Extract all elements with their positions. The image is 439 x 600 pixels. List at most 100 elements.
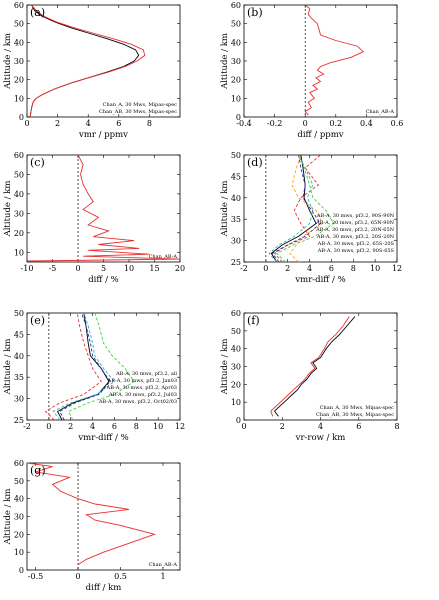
legend-entry: AB-A, 30 mws, pf3.2, all — [115, 371, 177, 377]
y-tick-label: 40 — [231, 38, 241, 47]
x-tick-label: 15 — [149, 264, 159, 273]
x-tick-label: 2 — [285, 264, 290, 273]
series-line — [52, 312, 116, 421]
legend-entry: AB-A, 30 mws, pf3.2, 20N-65N — [315, 227, 395, 233]
legend-entry: AB-A, 30 mws, pf3.2, 90S-65S — [317, 248, 395, 254]
series-line — [304, 4, 365, 116]
y-tick-label: 20 — [14, 76, 24, 85]
y-axis-label: Altitude / km — [220, 33, 230, 90]
series-line — [268, 154, 314, 263]
legend-entry: AB-A, 30 mws, pf3.2, 90S-90N — [316, 213, 395, 219]
panel-letter: (g) — [30, 464, 46, 477]
x-axis-label: vr-row / km — [295, 433, 346, 443]
x-tick-label: 10 — [124, 264, 134, 273]
legend-entry: Chan_AB-A — [149, 562, 178, 568]
plot-frame — [26, 154, 181, 263]
x-tick-label: 1 — [160, 572, 165, 581]
series-line — [26, 154, 181, 262]
legend-entry: AB-A, 30 mws, pf3.2, Jan03 — [107, 378, 177, 384]
y-tick-label: 20 — [14, 530, 24, 539]
series-line — [44, 312, 102, 421]
series-line — [271, 154, 322, 263]
y-tick-label: 35 — [14, 373, 24, 382]
y-tick-label: 35 — [231, 215, 241, 224]
y-axis-label: Altitude / km — [3, 489, 13, 546]
x-tick-label: 2 — [280, 422, 285, 431]
x-axis-label: vmr-diff / % — [77, 433, 128, 443]
y-tick-label: 0 — [236, 416, 241, 425]
series-line — [59, 312, 111, 421]
x-tick-label: 4 — [90, 422, 95, 431]
x-tick-label: 8 — [394, 422, 399, 431]
y-tick-label: 30 — [231, 363, 241, 372]
panel-letter: (b) — [247, 6, 263, 19]
y-tick-label: 40 — [231, 194, 241, 203]
panel-letter: (f) — [247, 314, 260, 327]
panel-letter: (e) — [30, 314, 45, 327]
x-tick-label: -0.5 — [28, 572, 43, 581]
y-tick-label: 20 — [14, 229, 24, 238]
y-tick-label: 10 — [14, 248, 24, 257]
x-tick-label: 6 — [112, 422, 117, 431]
x-tick-label: 0.2 — [329, 119, 342, 128]
y-tick-label: 50 — [231, 20, 241, 29]
x-tick-label: -2 — [23, 422, 31, 431]
y-tick-label: 45 — [14, 330, 24, 339]
series-line — [289, 154, 324, 263]
chart-b: -0.4 -0.2 0 0.2 0.4 0.6 0 10 20 30 40 50 60 Chan_AB-A… — [220, 1, 403, 140]
x-tick-label: 0.6 — [391, 119, 404, 128]
y-axis-label: Altitude / km — [3, 181, 13, 238]
plot-frame — [26, 462, 181, 571]
series-line — [274, 316, 356, 417]
series-line — [67, 312, 135, 421]
chart-d: -2 0 2 4 6 8 10 12 25 30 35 40 45 50 AB-A, 30 mws, pf3… — [220, 151, 402, 285]
y-tick-label: 40 — [231, 345, 241, 354]
x-tick-label: 4 — [318, 422, 323, 431]
y-tick-label: 20 — [231, 380, 241, 389]
x-tick-label: 0 — [241, 422, 246, 431]
legend-entry: Chan_AB-A — [366, 109, 395, 115]
x-tick-label: -5 — [49, 264, 57, 273]
y-tick-label: 20 — [231, 76, 241, 85]
x-tick-label: -0.2 — [267, 119, 282, 128]
y-tick-label: 60 — [14, 459, 24, 468]
series-line — [270, 154, 317, 263]
series-line — [57, 312, 110, 421]
y-tick-label: 60 — [14, 151, 24, 160]
x-tick-label: 0 — [75, 264, 80, 273]
x-tick-label: 6 — [116, 119, 121, 128]
x-tick-label: 8 — [351, 264, 356, 273]
y-tick-label: 30 — [231, 57, 241, 66]
x-axis-label: diff / km — [86, 583, 122, 593]
legend-entry: Chan_A, 30 Mws, Mipas-spec — [320, 405, 395, 411]
x-tick-label: 12 — [392, 264, 402, 273]
y-tick-label: 60 — [14, 1, 24, 10]
chart-c: -10 -5 0 5 10 15 20 10 20 30 40 50 60 Chan_AB-A (c) dif… — [3, 151, 185, 285]
legend-entry: AB-A, 30 mws, pf3.2, 65S-20S — [317, 241, 395, 247]
y-tick-label: 50 — [14, 170, 24, 179]
legend-entry: Chan_AB, 30 Mws, Mipas-spec — [99, 109, 177, 115]
y-tick-label: 30 — [14, 513, 24, 522]
panel-letter: (a) — [30, 6, 45, 19]
legend-entry: Chan_AB-A — [149, 254, 178, 260]
y-tick-label: 60 — [231, 309, 241, 318]
legend-entry: AB-A, 30 mws, pf3.2, Apr03 — [106, 385, 177, 391]
x-tick-label: 0 — [303, 119, 308, 128]
series-line — [276, 154, 335, 263]
y-tick-label: 50 — [231, 327, 241, 336]
x-tick-label: -0.4 — [236, 119, 251, 128]
x-axis-label: vmr-diff / % — [294, 275, 345, 285]
y-axis-label: Altitude / km — [3, 33, 13, 90]
y-tick-label: 0 — [19, 566, 24, 575]
y-tick-label: 40 — [14, 190, 24, 199]
x-tick-label: 8 — [134, 422, 139, 431]
x-axis-label: diff / ppmv — [297, 130, 343, 140]
panel-letter: (c) — [30, 156, 45, 169]
legend-entry: AB-A, 30 mws, pf3.2, Jul03 — [108, 392, 177, 398]
y-tick-label: 10 — [14, 94, 24, 103]
x-tick-label: 20 — [175, 264, 185, 273]
y-tick-label: 60 — [231, 1, 241, 10]
x-tick-label: 2 — [55, 119, 60, 128]
chart-a: 0 2 4 6 8 0 10 20 30 40 50 60 Chan_A, 30 Mws, Mipas-… — [3, 1, 181, 140]
